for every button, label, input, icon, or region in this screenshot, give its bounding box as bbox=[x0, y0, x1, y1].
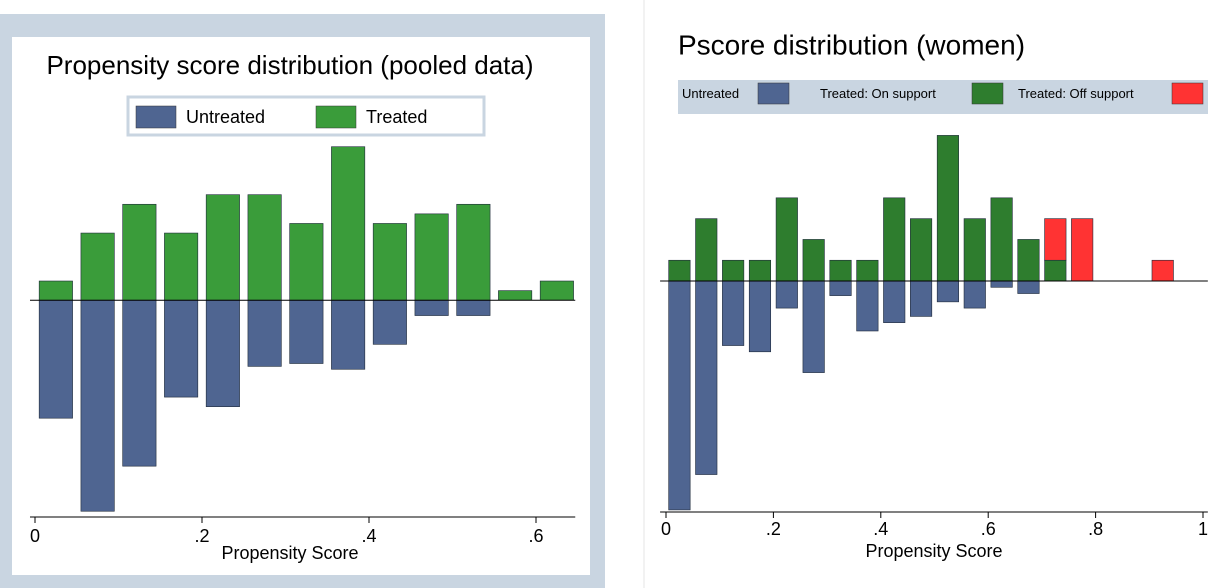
bar bbox=[695, 218, 718, 282]
legend-label: Untreated bbox=[682, 86, 739, 101]
bar bbox=[748, 280, 772, 353]
bar bbox=[1151, 259, 1174, 282]
legend-label: Treated: On support bbox=[820, 86, 936, 101]
bar bbox=[456, 299, 491, 316]
x-axis-label: Propensity Score bbox=[865, 541, 1002, 561]
bar bbox=[498, 290, 533, 301]
bar bbox=[775, 280, 798, 309]
bar bbox=[856, 280, 879, 332]
bar bbox=[668, 259, 691, 282]
bar bbox=[289, 223, 324, 301]
chart-title: Propensity score distribution (pooled da… bbox=[46, 50, 533, 80]
bar bbox=[164, 299, 199, 398]
chart-title: Pscore distribution (women) bbox=[678, 29, 1025, 60]
bar bbox=[331, 299, 366, 370]
bar bbox=[247, 194, 282, 301]
x-axis-label: Propensity Score bbox=[221, 543, 358, 563]
bar bbox=[829, 280, 852, 296]
x-tick-label: .4 bbox=[873, 519, 888, 539]
bar bbox=[802, 239, 825, 282]
bar bbox=[1044, 218, 1067, 261]
bar bbox=[205, 299, 240, 407]
bar bbox=[38, 299, 73, 419]
x-tick-label: 0 bbox=[661, 519, 671, 539]
bar bbox=[205, 194, 240, 301]
bar bbox=[695, 280, 718, 475]
x-tick-label: .2 bbox=[194, 526, 209, 546]
bar bbox=[748, 259, 772, 282]
bar bbox=[372, 223, 407, 301]
bar bbox=[80, 232, 115, 301]
bar bbox=[539, 280, 574, 301]
x-tick-label: 0 bbox=[30, 526, 40, 546]
bar bbox=[910, 218, 933, 282]
bar bbox=[122, 299, 157, 467]
bar bbox=[936, 280, 959, 303]
legend-label: Treated: Off support bbox=[1018, 86, 1134, 101]
x-tick-label: .8 bbox=[1088, 519, 1103, 539]
bar bbox=[990, 197, 1013, 282]
bar bbox=[829, 259, 852, 282]
x-tick-label: .4 bbox=[361, 526, 376, 546]
bar bbox=[164, 232, 199, 301]
legend-swatch bbox=[135, 105, 177, 129]
bar bbox=[802, 280, 825, 373]
bar bbox=[963, 280, 986, 309]
bar bbox=[722, 280, 745, 346]
bar bbox=[456, 203, 491, 301]
bar bbox=[990, 280, 1013, 288]
bar bbox=[936, 135, 959, 282]
legend-swatch bbox=[1171, 82, 1204, 105]
bar bbox=[722, 259, 745, 282]
bar bbox=[38, 280, 73, 301]
legend-box bbox=[126, 95, 486, 137]
bar bbox=[1071, 218, 1094, 282]
bar bbox=[910, 280, 933, 317]
bar bbox=[414, 299, 449, 316]
bar bbox=[1044, 259, 1067, 282]
legend-swatch bbox=[971, 82, 1004, 105]
bar bbox=[372, 299, 407, 345]
x-tick-label: .6 bbox=[981, 519, 996, 539]
bar bbox=[963, 218, 986, 282]
x-tick-label: 1 bbox=[1198, 519, 1208, 539]
x-tick-label: .2 bbox=[766, 519, 781, 539]
bar bbox=[1017, 239, 1040, 282]
bar bbox=[122, 203, 157, 301]
bar bbox=[414, 213, 449, 301]
bar bbox=[883, 197, 906, 282]
legend-swatch bbox=[315, 105, 357, 129]
legend-label: Untreated bbox=[186, 107, 265, 127]
legend-swatch bbox=[757, 82, 790, 105]
bar bbox=[289, 299, 324, 364]
x-tick-label: .6 bbox=[528, 526, 543, 546]
bar bbox=[247, 299, 282, 367]
bar bbox=[775, 197, 798, 282]
bar bbox=[331, 146, 366, 301]
bar bbox=[856, 259, 879, 282]
bar bbox=[80, 299, 115, 512]
bar bbox=[1017, 280, 1040, 294]
bar bbox=[883, 280, 906, 323]
bar bbox=[668, 280, 691, 511]
legend-label: Treated bbox=[366, 107, 427, 127]
